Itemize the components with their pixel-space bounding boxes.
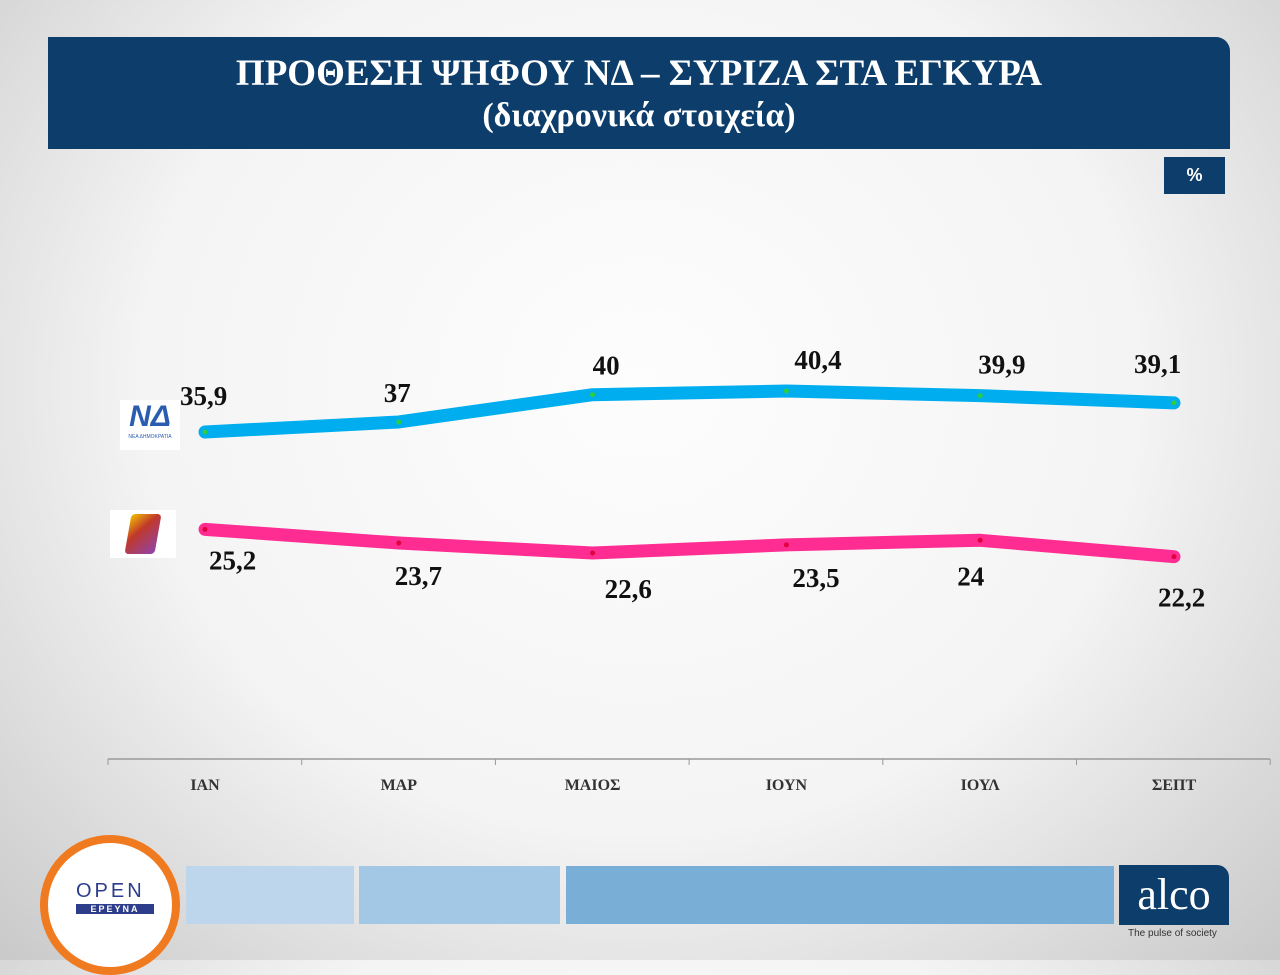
open-logo-text: OPEN xyxy=(76,880,145,902)
data-point xyxy=(783,388,789,394)
data-point xyxy=(202,526,208,532)
x-tick-label: ΜΑΡ xyxy=(381,777,418,794)
syriza-logo xyxy=(110,510,176,558)
data-point xyxy=(396,540,402,546)
data-point xyxy=(977,537,983,543)
alco-logo: alco xyxy=(1119,865,1229,925)
nd-logo-sub: ΝΕΑ ΔΗΜΟΚΡΑΤΙΑ xyxy=(128,434,172,440)
x-tick-label: ΙΟΥΝ xyxy=(766,777,808,794)
data-point xyxy=(202,429,208,435)
chart-title: ΠΡΟΘΕΣΗ ΨΗΦΟΥ ΝΔ – ΣΥΡΙΖΑ ΣΤΑ ΕΓΚΥΡΑ xyxy=(235,53,1043,94)
x-tick-label: ΙΟΥΛ xyxy=(961,777,1001,794)
series-line-ΣΥΡΙΖΑ xyxy=(198,522,1181,564)
x-tick-label: ΣΕΠΤ xyxy=(1152,777,1197,794)
data-label: 40 xyxy=(593,351,620,381)
footer-bar-2 xyxy=(359,866,560,924)
data-point xyxy=(396,419,402,425)
x-tick-label: ΙΑΝ xyxy=(190,777,220,794)
x-tick-label: ΜΑΙΟΣ xyxy=(565,777,621,794)
data-label: 25,2 xyxy=(209,545,256,575)
footer-bar-1 xyxy=(186,866,354,924)
chart-subtitle: (διαχρονικά στοιχεία) xyxy=(482,97,796,134)
data-label: 39,1 xyxy=(1134,349,1181,379)
data-point xyxy=(1171,554,1177,560)
data-label: 22,2 xyxy=(1158,583,1205,613)
nd-logo-text: ΝΔ xyxy=(129,400,171,433)
data-label: 24 xyxy=(957,561,984,591)
data-point xyxy=(977,393,983,399)
open-logo-sub: ΕΡΕΥΝΑ xyxy=(76,904,154,914)
data-label: 23,7 xyxy=(395,561,442,591)
data-point xyxy=(783,542,789,548)
alco-tagline: The pulse of society xyxy=(1128,928,1217,939)
data-point xyxy=(590,550,596,556)
series-line-ΝΔ xyxy=(198,384,1181,439)
data-label: 40,4 xyxy=(794,345,841,375)
data-point xyxy=(590,392,596,398)
data-label: 39,9 xyxy=(978,350,1025,380)
unit-badge: % xyxy=(1164,157,1225,194)
data-label: 22,6 xyxy=(605,574,652,604)
data-point xyxy=(1171,400,1177,406)
data-label: 23,5 xyxy=(792,563,839,593)
data-label: 35,9 xyxy=(180,381,227,411)
nd-logo: ΝΔ ΝΕΑ ΔΗΜΟΚΡΑΤΙΑ xyxy=(120,400,180,450)
title-banner: ΠΡΟΘΕΣΗ ΨΗΦΟΥ ΝΔ – ΣΥΡΙΖΑ ΣΤΑ ΕΓΚΥΡΑ (δι… xyxy=(48,37,1230,149)
data-label: 37 xyxy=(384,378,411,408)
footer-bar-3 xyxy=(566,866,1114,924)
